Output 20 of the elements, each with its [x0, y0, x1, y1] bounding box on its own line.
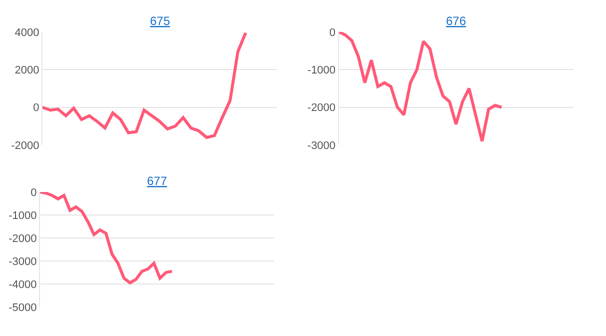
y-tick-label: -2000 [11, 140, 40, 152]
y-tick-label: -3000 [307, 140, 336, 152]
y-tick-label: -2000 [8, 232, 37, 245]
y-tick-label: 0 [33, 102, 40, 114]
y-tick-label: -5000 [8, 302, 37, 314]
chart-title: 677 [147, 174, 168, 188]
y-tick-label: 0 [329, 26, 336, 39]
y-tick-label: 0 [30, 186, 37, 199]
line-series [40, 192, 174, 284]
chart-title: 676 [446, 14, 466, 28]
y-tick-label: -2000 [307, 102, 336, 114]
y-tick-label: 4000 [14, 26, 40, 39]
y-tick-label: -1000 [307, 64, 336, 76]
y-tick-label: -1000 [8, 210, 37, 222]
y-tick-label: -4000 [8, 278, 37, 291]
line-series [42, 32, 248, 139]
chart-title: 675 [150, 14, 170, 28]
y-tick-label: -3000 [8, 256, 37, 268]
line-series [338, 32, 504, 143]
y-tick-label: 2000 [14, 64, 40, 76]
